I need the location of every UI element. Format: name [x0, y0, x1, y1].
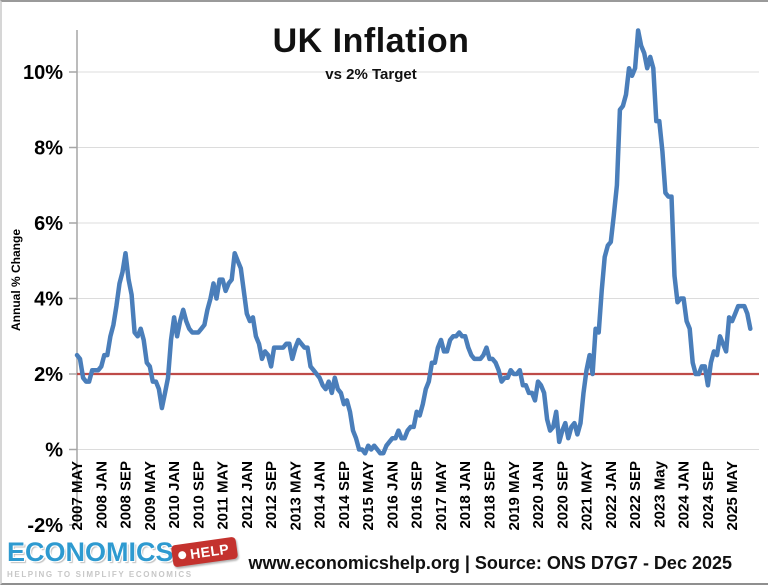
- y-axis-title: Annual % Change: [9, 228, 23, 331]
- logo-wordmark-row: ECONOMICS HELP: [7, 536, 239, 568]
- x-tick-label: 2023 May: [651, 460, 668, 527]
- logo-tagline: HELPING TO SIMPLIFY ECONOMICS: [7, 570, 193, 579]
- source-attribution: www.economicshelp.org | Source: ONS D7G7…: [248, 553, 732, 573]
- chart-subtitle: vs 2% Target: [325, 66, 417, 83]
- logo-wordmark: ECONOMICS: [7, 536, 174, 567]
- x-tick-label: 2009 MAY: [142, 461, 159, 531]
- x-tick-label: 2024 SEP: [700, 461, 717, 529]
- x-tick-label: 2025 MAY: [724, 461, 741, 531]
- x-tick-label: 2022 JAN: [603, 461, 620, 529]
- y-tick-label: %: [45, 440, 63, 462]
- x-tick-label: 2018 JAN: [457, 461, 474, 529]
- x-tick-label: 2011 MAY: [215, 461, 232, 530]
- x-tick-label: 2014 SEP: [336, 461, 353, 529]
- x-tick-label: 2021 MAY: [579, 461, 596, 531]
- logo-help-tag: HELP: [170, 536, 239, 568]
- y-tick-label: 10%: [23, 62, 63, 84]
- x-tick-label: 2007 MAY: [69, 461, 86, 531]
- tag-dot-icon: [177, 550, 187, 560]
- x-tick-label: 2022 SEP: [627, 461, 644, 529]
- x-tick-label: 2016 JAN: [384, 461, 401, 529]
- x-tick-label: 2019 MAY: [506, 461, 523, 531]
- economicshelp-logo: ECONOMICS HELP HELPING TO SIMPLIFY ECONO…: [7, 536, 239, 579]
- x-tick-label: 2010 SEP: [190, 461, 207, 529]
- x-tick-label: 2016 SEP: [409, 461, 426, 529]
- y-tick-label: 4%: [34, 289, 63, 311]
- x-tick-label: 2008 SEP: [118, 461, 135, 529]
- x-tick-label: 2018 SEP: [481, 461, 498, 529]
- x-tick-label: 2015 MAY: [360, 461, 377, 531]
- chart-title: UK Inflation: [272, 22, 470, 60]
- x-tick-label: 2020 JAN: [530, 461, 547, 529]
- x-tick-label: 2017 MAY: [433, 461, 450, 531]
- y-tick-label: 6%: [34, 213, 63, 235]
- x-tick-label: 2010 JAN: [166, 461, 183, 529]
- y-tick-label: -2%: [27, 515, 63, 537]
- x-tick-label: 2013 MAY: [287, 461, 304, 531]
- y-tick-label: 8%: [34, 138, 63, 160]
- x-tick-label: 2012 SEP: [263, 461, 280, 529]
- y-tick-label: 2%: [34, 364, 63, 386]
- inflation-series-line: [74, 28, 753, 456]
- x-tick-label: 2014 JAN: [312, 461, 329, 529]
- x-tick-label: 2020 SEP: [554, 461, 571, 529]
- x-tick-label: 2012 JAN: [239, 461, 256, 529]
- x-tick-label: 2024 JAN: [676, 461, 693, 529]
- x-tick-label: 2008 JAN: [93, 461, 110, 529]
- logo-tag-text: HELP: [188, 540, 230, 562]
